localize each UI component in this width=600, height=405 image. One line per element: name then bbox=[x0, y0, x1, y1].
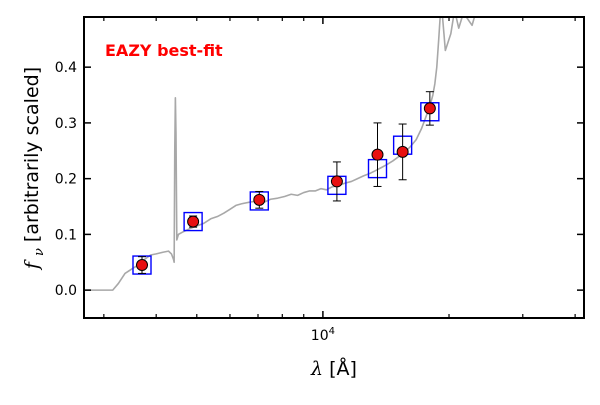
x-tick-label: 104 bbox=[311, 326, 335, 344]
y-tick-label: 0.1 bbox=[55, 227, 77, 243]
observed-flux-point bbox=[396, 145, 409, 158]
observed-flux-point bbox=[136, 259, 149, 272]
y-tick-label: 0.0 bbox=[55, 283, 77, 299]
y-tick-label: 0.2 bbox=[55, 172, 77, 188]
model-flux-square bbox=[132, 255, 152, 275]
x-axis-title-unit: [Å] bbox=[329, 357, 357, 380]
plot-frame bbox=[83, 16, 585, 319]
y-tick-label: 0.3 bbox=[55, 116, 77, 132]
y-axis-title-text: [arbitrarily scaled] bbox=[21, 67, 43, 242]
observed-flux-point bbox=[423, 102, 436, 115]
observed-flux-point bbox=[330, 175, 343, 188]
chart-annotation: EAZY best-fit bbox=[105, 41, 223, 60]
observed-flux-point bbox=[187, 215, 200, 228]
y-tick-label: 0.4 bbox=[55, 60, 77, 76]
x-axis-title: λ [Å] bbox=[310, 357, 357, 380]
model-flux-square bbox=[183, 211, 203, 232]
y-axis-title-symbol: f bbox=[21, 259, 43, 271]
observed-flux-point bbox=[371, 148, 384, 161]
x-axis-title-symbol: λ bbox=[310, 358, 323, 380]
observed-flux-point bbox=[253, 193, 266, 206]
template-spectrum-line bbox=[84, 17, 476, 291]
y-axis-title-subscript: ν bbox=[32, 248, 47, 256]
y-axis-title: f ν [arbitrarily scaled] bbox=[21, 67, 48, 271]
